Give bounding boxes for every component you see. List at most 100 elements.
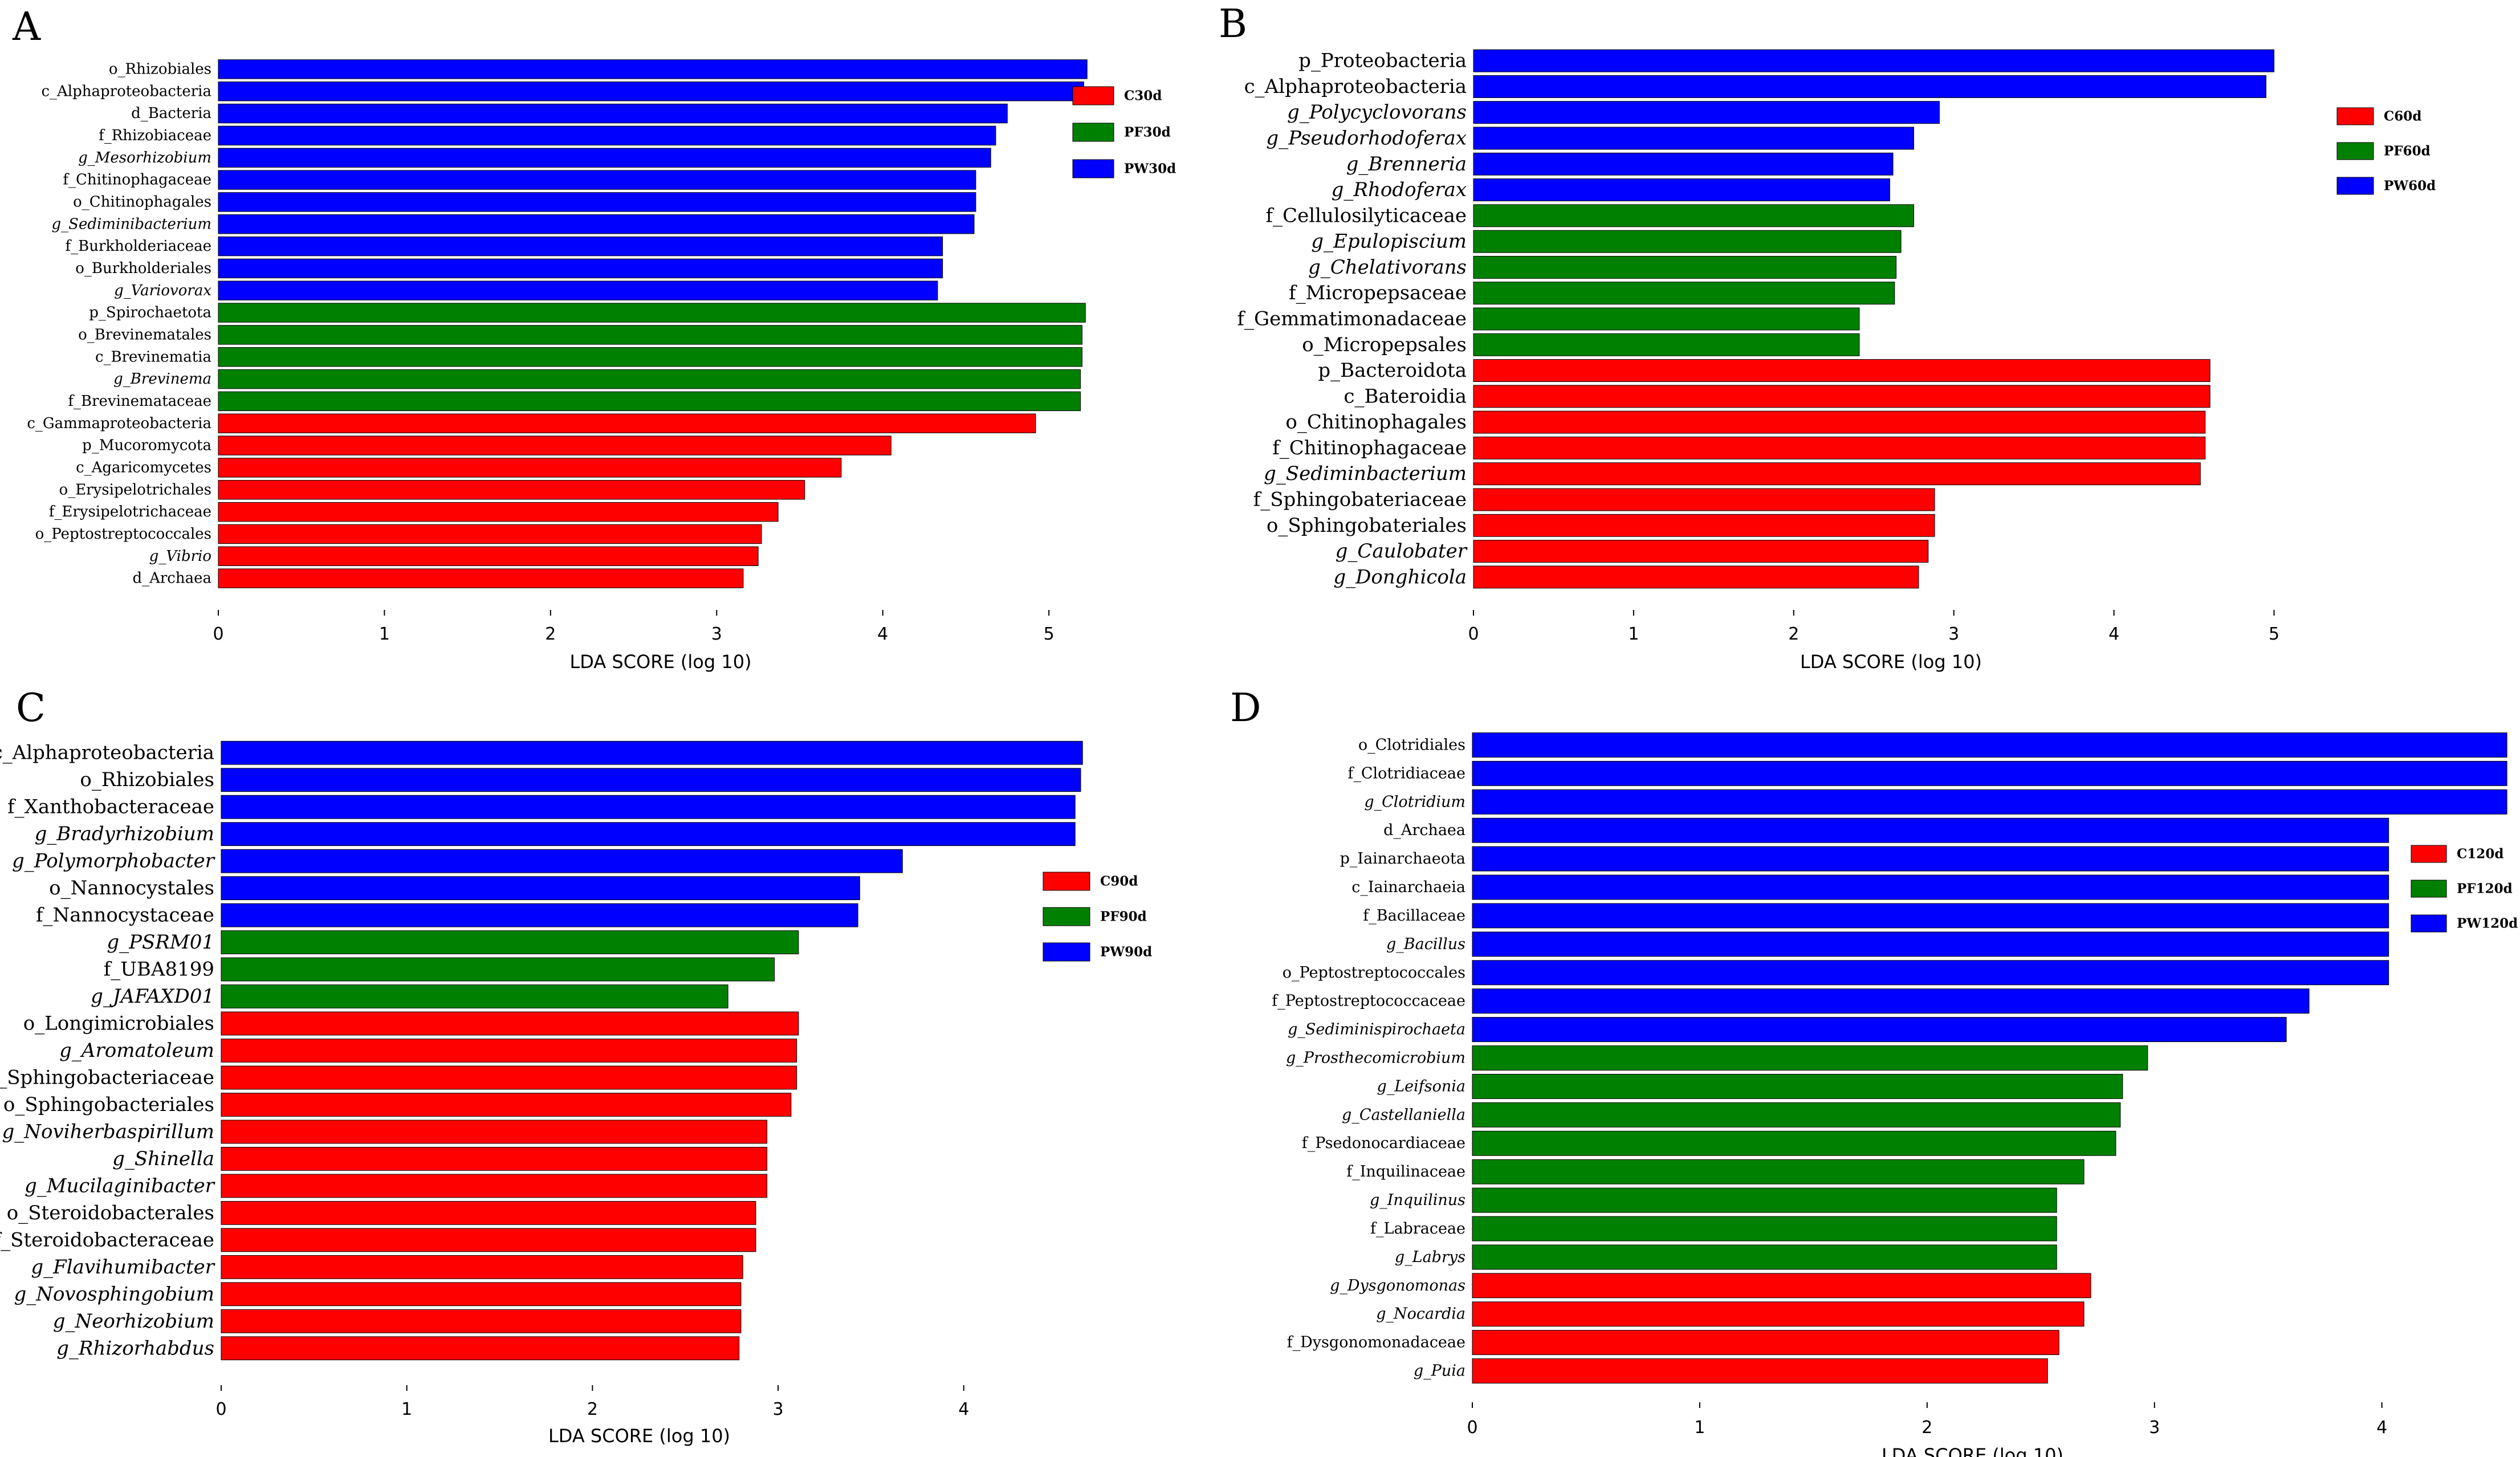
x-axis-title-d: LDA SCORE (log 10) (1882, 1444, 2063, 1457)
bar-a-f-brevinemataceae (218, 391, 1081, 412)
category-label-b-g-sediminbacterium: g_Sediminbacterium (1264, 462, 1467, 485)
legend-swatch-pw30d (1072, 159, 1114, 178)
category-label-d-g-inquilinus: g_Inquilinus (1370, 1191, 1465, 1209)
bar-a-o-erysipelotrichales (218, 480, 805, 500)
bar-b-g-pseudorhodoferax (1473, 127, 1914, 150)
bar-a-o-burkholderiales (218, 258, 943, 279)
x-tick-label-c-2: 2 (587, 1399, 598, 1419)
category-label-c-o-rhizobiales: o_Rhizobiales (80, 768, 214, 791)
category-label-d-g-prosthecomicrobium: g_Prosthecomicrobium (1286, 1049, 1465, 1067)
category-label-a-d-archaea: d_Archaea (132, 570, 211, 587)
bar-b-f-sphingobateriaceae (1473, 488, 1935, 511)
bar-d-g-prosthecomicrobium (1472, 1045, 2148, 1071)
category-label-c-g-jafaxd01: g_JAFAXD01 (91, 985, 214, 1008)
bar-d-g-nocardia (1472, 1301, 2085, 1327)
bar-d-p-iainarchaeota (1472, 846, 2389, 872)
legend-swatch-pw60d (2336, 177, 2374, 195)
bar-a-o-chitinophagales (218, 192, 976, 212)
bar-a-g-vibrio (218, 546, 759, 566)
bar-b-p-proteobacteria (1473, 49, 2275, 72)
category-label-d-f-bacillaceae: f_Bacillaceae (1363, 907, 1465, 925)
category-label-a-g-variovorax: g_Variovorax (114, 282, 211, 299)
bar-a-g-variovorax (218, 280, 938, 300)
x-tick-label-c-4: 4 (958, 1399, 969, 1419)
category-label-a-g-mesorhizobium: g_Mesorhizobium (78, 149, 211, 166)
category-label-a-d-bacteria: d_Bacteria (131, 105, 211, 122)
category-label-d-f-clotridiaceae: f_Clotridiaceae (1347, 764, 1465, 782)
bar-d-f-labraceae (1472, 1216, 2057, 1242)
bar-c-o-sphingobacteriales (221, 1093, 792, 1117)
category-label-b-g-brenneria: g_Brenneria (1346, 153, 1467, 176)
x-tick-label-a-5: 5 (1044, 624, 1055, 644)
category-label-b-g-epulopiscium: g_Epulopiscium (1311, 230, 1467, 253)
category-label-b-f-cellulosilyticaceae: f_Cellulosilyticaceae (1265, 204, 1467, 227)
legend-swatch-pf120d (2411, 880, 2447, 898)
bar-b-f-gemmatimonadaceae (1473, 307, 1860, 331)
bar-c-f-sphingobacteriaceae (221, 1065, 797, 1090)
bar-d-g-puia (1472, 1358, 2048, 1384)
legend-label-pf90d: PF90d (1100, 909, 1147, 925)
category-label-a-o-brevinematales: o_Brevinematales (78, 326, 211, 343)
legend-swatch-pw120d (2411, 914, 2447, 933)
bar-b-g-rhodoferax (1473, 178, 1890, 202)
category-label-b-g-chelativorans: g_Chelativorans (1308, 256, 1467, 279)
category-label-b-f-gemmatimonadaceae: f_Gemmatimonadaceae (1237, 308, 1467, 331)
legend-label-c90d: C90d (1100, 874, 1138, 889)
bar-b-g-brenneria (1473, 152, 1894, 176)
category-label-a-c-alphaproteobacteria: c_Alphaproteobacteria (41, 83, 211, 100)
bar-c-o-longimicrobiales (221, 1011, 799, 1036)
bar-a-c-gammaproteobacteria (218, 413, 1036, 433)
x-tick-label-a-1: 1 (379, 624, 390, 644)
bar-b-f-cellulosilyticaceae (1473, 204, 1914, 227)
category-label-c-c-alphaproteobacteria: c_Alphaproteobacteria (0, 742, 214, 764)
category-label-a-c-agaricomycetes: c_Agaricomycetes (76, 459, 211, 476)
legend-label-pw120d: PW120d (2457, 916, 2518, 931)
bar-d-g-labrys (1472, 1244, 2057, 1270)
category-label-c-f-xanthobacteraceae: f_Xanthobacteraceae (7, 796, 214, 819)
category-label-d-g-puia: g_Puia (1414, 1362, 1465, 1380)
legend-swatch-c60d (2336, 107, 2374, 125)
bar-a-c-agaricomycetes (218, 458, 842, 478)
legend-label-c120d: C120d (2457, 846, 2503, 862)
category-label-d-f-labraceae: f_Labraceae (1370, 1220, 1465, 1238)
bar-d-g-leifsonia (1472, 1073, 2123, 1099)
panel-letter-b: B (1219, 2, 1247, 47)
bar-a-p-mucoromycota (218, 436, 891, 455)
bar-d-g-inquilinus (1472, 1187, 2057, 1213)
bar-c-f-uba8199 (221, 957, 775, 982)
category-label-d-d-archaea: d_Archaea (1383, 821, 1465, 839)
bar-b-g-chelativorans (1473, 255, 1897, 279)
category-label-a-c-gammaproteobacteria: c_Gammaproteobacteria (27, 415, 211, 432)
bar-d-o-clotridiales (1472, 732, 2507, 758)
bar-d-g-bacillus (1472, 931, 2389, 957)
bar-a-c-brevinematia (218, 347, 1082, 367)
x-tick-label-b-1: 1 (1628, 624, 1639, 644)
bar-c-o-nannocystales (221, 876, 860, 901)
bar-d-f-psedonocardiaceae (1472, 1130, 2116, 1156)
bar-d-o-peptostreptococcales (1472, 960, 2389, 986)
category-label-b-f-micropepsaceae: f_Micropepsaceae (1289, 282, 1467, 304)
category-label-a-o-peptostreptococcales: o_Peptostreptococcales (35, 526, 211, 543)
x-tick-label-d-3: 3 (2149, 1418, 2160, 1438)
legend-swatch-c90d (1043, 872, 1090, 891)
category-label-b-o-micropepsales: o_Micropepsales (1302, 333, 1467, 356)
category-label-a-c-brevinematia: c_Brevinematia (95, 348, 211, 365)
bar-b-o-sphingobateriales (1473, 514, 1935, 537)
x-tick-label-a-2: 2 (545, 624, 556, 644)
category-label-a-o-erysipelotrichales: o_Erysipelotrichales (59, 481, 211, 498)
category-label-c-o-nannocystales: o_Nannocystales (49, 877, 214, 900)
bar-c-g-aromatoleum (221, 1039, 797, 1063)
category-label-b-c-bateroidia: c_Bateroidia (1344, 385, 1467, 408)
category-label-b-g-pseudorhodoferax: g_Pseudorhodoferax (1266, 127, 1467, 150)
x-axis-title-a: LDA SCORE (log 10) (569, 651, 751, 673)
x-axis-title-b: LDA SCORE (log 10) (1800, 651, 1982, 673)
legend-swatch-pw90d (1043, 942, 1090, 962)
category-label-c-g-bradyrhizobium: g_Bradyrhizobium (35, 823, 214, 845)
x-tick-label-b-3: 3 (1948, 624, 1959, 644)
bar-a-p-spirochaetota (218, 303, 1086, 323)
bar-c-f-steroidobacteraceae (221, 1228, 756, 1252)
x-tick-label-d-0: 0 (1467, 1418, 1477, 1438)
bar-c-g-bradyrhizobium (221, 822, 1076, 846)
category-label-a-o-chitinophagales: o_Chitinophagales (73, 193, 211, 210)
lda-panel-d: o_Clotridiales f_Clotridiaceae g_Clotridiu… (1272, 732, 2518, 1457)
